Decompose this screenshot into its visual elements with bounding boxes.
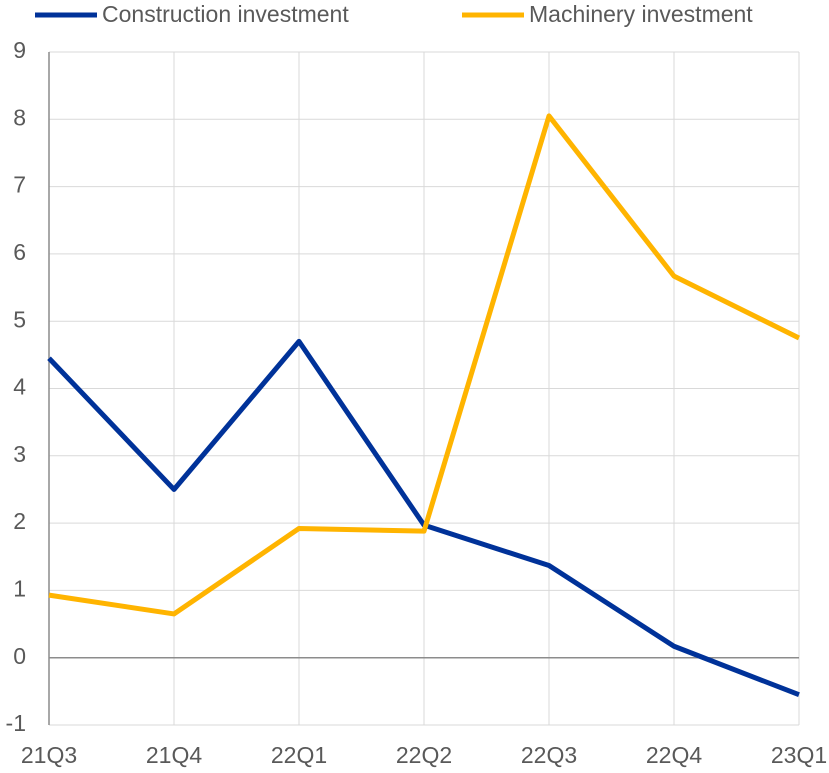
y-tick-label: 5 [13, 306, 26, 332]
legend-label: Machinery investment [529, 1, 753, 27]
x-tick-label: 22Q1 [271, 742, 327, 768]
y-tick-label: -1 [6, 710, 26, 736]
x-tick-label: 22Q3 [521, 742, 577, 768]
x-tick-label: 22Q2 [396, 742, 452, 768]
y-tick-label: 7 [13, 172, 26, 198]
y-tick-label: 9 [13, 37, 26, 63]
y-tick-label: 4 [13, 374, 26, 400]
y-tick-label: 3 [13, 441, 26, 467]
x-tick-label: 21Q3 [21, 742, 77, 768]
y-tick-label: 6 [13, 239, 26, 265]
series-line [48, 113, 801, 617]
x-tick-label: 23Q1 [771, 742, 827, 768]
x-tick-label: 21Q4 [146, 742, 202, 768]
y-tick-label: 2 [13, 508, 26, 534]
legend-label: Construction investment [102, 1, 349, 27]
y-tick-label: 1 [13, 575, 26, 601]
x-tick-label: 22Q4 [646, 742, 702, 768]
y-tick-label: 8 [13, 104, 26, 130]
y-tick-label: 0 [13, 643, 26, 669]
